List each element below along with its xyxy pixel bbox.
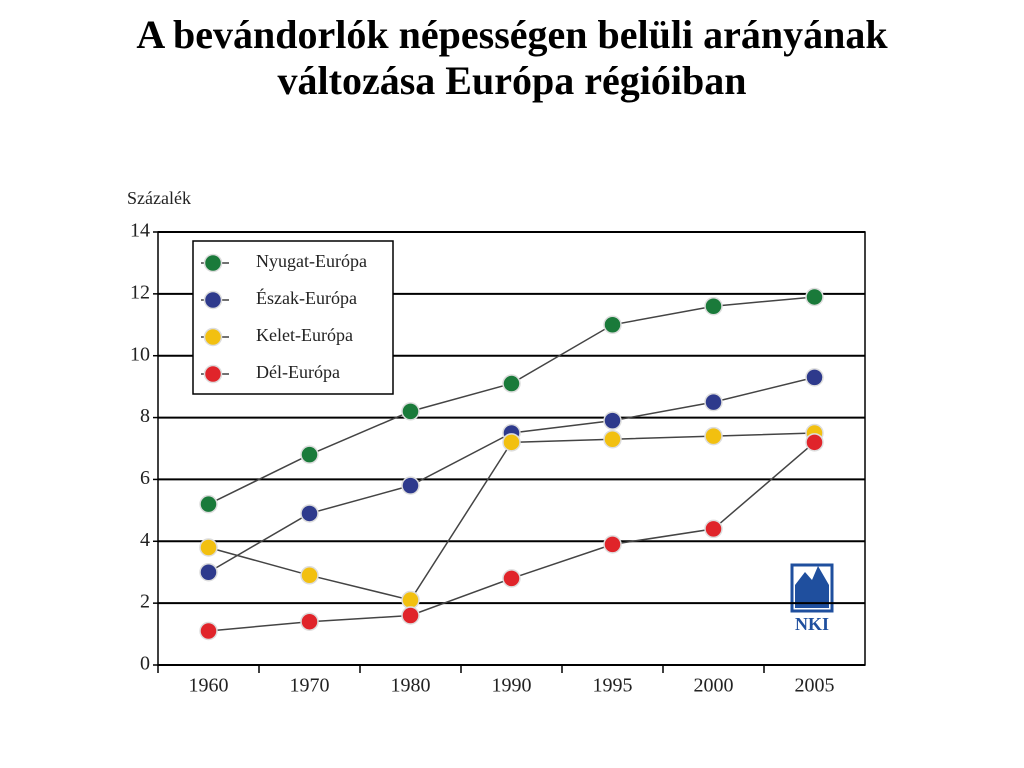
data-point [199,562,218,582]
legend-marker [203,364,223,384]
y-axis-label: Százalék [127,188,191,208]
legend-label: Nyugat-Európa [256,251,367,271]
data-point [704,296,723,316]
x-tick-label: 1970 [290,675,330,697]
data-point [300,504,319,523]
y-tick-label: 2 [140,591,150,613]
data-point [199,538,218,557]
legend-marker [203,253,223,273]
data-point [502,374,521,393]
data-point [300,445,319,464]
legend-label: Kelet-Európa [256,325,353,345]
chart-title: A bevándorlók népességen belüli arányána… [136,12,888,103]
logo-text: NKI [795,614,829,634]
logo: NKI [790,563,834,634]
data-point [704,392,723,412]
data-point [401,476,420,495]
x-tick-label: 2000 [694,675,734,697]
y-tick-label: 12 [130,281,150,303]
legend-marker [203,327,223,347]
y-tick-label: 4 [140,529,150,551]
data-point [401,590,420,610]
y-tick-label: 10 [130,343,150,365]
data-point [502,569,521,588]
legend-marker [203,290,223,310]
data-point [300,612,319,631]
data-point [199,621,218,641]
x-tick-label: 1960 [189,675,229,697]
y-tick-label: 0 [140,653,150,675]
data-point [805,287,824,307]
x-tick-label: 1995 [593,675,633,697]
data-point [603,315,622,335]
data-point [704,519,723,539]
data-point [805,433,824,452]
data-point [199,494,218,514]
data-point [300,566,319,585]
data-point [401,606,420,625]
series-line [208,376,815,573]
data-point [603,429,622,449]
data-point [502,433,521,452]
data-point [704,426,723,446]
data-point [603,535,622,554]
x-tick-label: 1990 [492,675,532,697]
y-tick-label: 14 [130,220,150,242]
data-point [805,368,824,387]
data-point [603,411,622,430]
y-tick-label: 6 [140,467,150,489]
legend-label: Dél-Európa [256,362,340,382]
data-point [401,402,420,421]
legend-box [192,240,394,395]
x-tick-label: 1980 [391,675,431,697]
legend-label: Észak-Európa [256,287,357,308]
y-tick-label: 8 [140,405,150,427]
x-tick-label: 2005 [795,675,835,697]
logo-shape [795,566,829,608]
